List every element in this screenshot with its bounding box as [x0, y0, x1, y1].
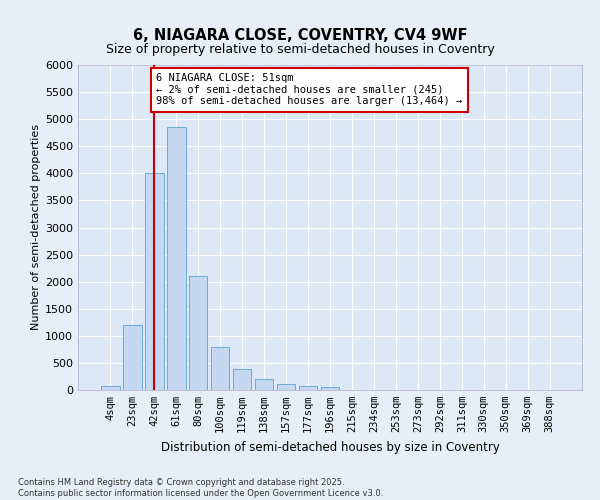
Bar: [167, 128, 185, 390]
Text: 6 NIAGARA CLOSE: 51sqm
← 2% of semi-detached houses are smaller (245)
98% of sem: 6 NIAGARA CLOSE: 51sqm ← 2% of semi-deta…: [157, 73, 463, 106]
Bar: [320, 388, 340, 390]
Bar: [189, 276, 208, 390]
Bar: [233, 369, 251, 390]
Bar: [101, 386, 119, 390]
Bar: [211, 346, 229, 390]
Bar: [255, 379, 274, 390]
Text: Contains HM Land Registry data © Crown copyright and database right 2025.
Contai: Contains HM Land Registry data © Crown c…: [18, 478, 383, 498]
Text: 6, NIAGARA CLOSE, COVENTRY, CV4 9WF: 6, NIAGARA CLOSE, COVENTRY, CV4 9WF: [133, 28, 467, 42]
X-axis label: Distribution of semi-detached houses by size in Coventry: Distribution of semi-detached houses by …: [161, 440, 499, 454]
Bar: [277, 384, 295, 390]
Bar: [123, 325, 142, 390]
Text: Size of property relative to semi-detached houses in Coventry: Size of property relative to semi-detach…: [106, 42, 494, 56]
Bar: [145, 174, 164, 390]
Bar: [299, 386, 317, 390]
Y-axis label: Number of semi-detached properties: Number of semi-detached properties: [31, 124, 41, 330]
